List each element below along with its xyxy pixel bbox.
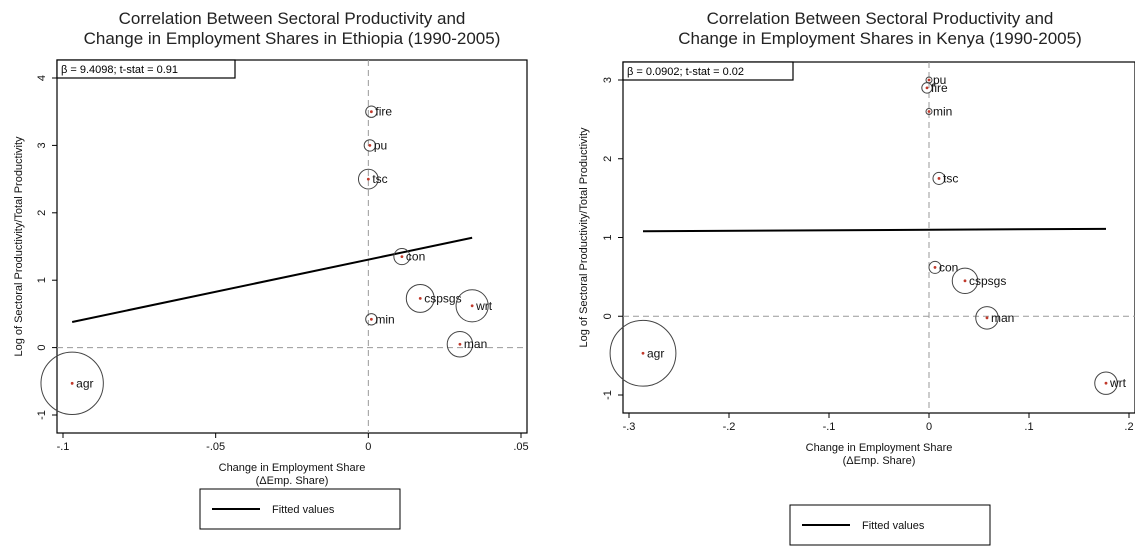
c1-weight-circle-cspsgs <box>405 283 435 313</box>
c2-legend-label: Fitted values <box>862 520 925 532</box>
scatter-chart-ethiopia: Correlation Between Sectoral Productivit… <box>13 9 529 530</box>
c2-weight-circle-agr <box>609 319 677 387</box>
c1-point-label-wrt: wrt <box>475 299 493 313</box>
c2-chart-title-line-1: Correlation Between Sectoral Productivit… <box>707 9 1054 28</box>
c1-point-label-man: man <box>464 337 487 351</box>
c2-x-tick-label: .2 <box>1124 421 1133 433</box>
chart-panel-ethiopia: Correlation Between Sectoral Productivit… <box>0 0 565 548</box>
c2-x-tick-label: -.2 <box>723 421 736 433</box>
c2-chart-title-line-2: Change in Employment Shares in Kenya (19… <box>678 29 1082 48</box>
c1-y-tick-label: 1 <box>36 277 48 283</box>
c2-fitted-line <box>642 227 1107 233</box>
c2-point-label-cspsgs: cspsgs <box>969 274 1006 288</box>
c2-annotation-box <box>622 61 794 81</box>
c1-y-tick-label: 0 <box>36 345 48 351</box>
c2-point-label-pu: pu <box>933 73 946 87</box>
c1-x-tick-label: 0 <box>365 441 371 453</box>
c2-x-tick-label: 0 <box>926 421 932 433</box>
c2-y-axis-title: Log of Sectoral Productivity/Total Produ… <box>578 127 590 348</box>
c2-weight-circle-wrt <box>1094 371 1118 395</box>
c1-annotation-text: β = 9.4098; t-stat = 0.91 <box>61 64 178 76</box>
c2-annotation-text: β = 0.0902; t-stat = 0.02 <box>627 66 744 78</box>
c1-point-label-con: con <box>406 250 425 264</box>
c1-x-tick-label: -.05 <box>206 441 225 453</box>
c1-x-tick-label: -.1 <box>57 441 70 453</box>
c1-point-label-tsc: tsc <box>372 172 387 186</box>
c1-legend-label: Fitted values <box>272 504 335 516</box>
c2-x-tick-label: -.3 <box>623 421 636 433</box>
c2-x-axis-title-line-1: Change in Employment Share <box>806 442 953 454</box>
c1-chart-title-line-2: Change in Employment Shares in Ethiopia … <box>84 29 501 48</box>
c2-weight-circle-min <box>925 107 933 116</box>
c2-point-pu <box>927 78 931 82</box>
c1-point-tsc <box>366 177 370 181</box>
c2-y-tick-label: 2 <box>602 156 614 162</box>
c2-point-label-tsc: tsc <box>943 171 958 185</box>
c1-fitted-line <box>71 236 473 323</box>
c2-y-tick-label: 1 <box>602 234 614 240</box>
c1-point-min <box>369 317 373 321</box>
c2-x-axis-title-line-2: (ΔEmp. Share) <box>843 455 916 467</box>
c2-point-label-con: con <box>939 260 958 274</box>
c1-plot-frame <box>56 59 528 434</box>
c2-point-wrt <box>1104 381 1108 385</box>
c1-y-tick-label: -1 <box>36 410 48 420</box>
c1-point-label-min: min <box>375 312 394 326</box>
c1-y-tick-label: 2 <box>36 210 48 216</box>
c1-point-label-pu: pu <box>374 138 387 152</box>
c1-y-tick-label: 4 <box>36 75 48 81</box>
scatter-chart-kenya: Correlation Between Sectoral Productivit… <box>578 9 1135 546</box>
c1-weight-circle-agr <box>40 351 104 415</box>
c1-x-axis-title-line-1: Change in Employment Share <box>219 462 366 474</box>
c1-point-man <box>458 342 462 346</box>
c2-point-man <box>985 316 989 320</box>
c1-point-pu <box>368 144 372 147</box>
c2-point-agr <box>641 351 645 355</box>
c2-point-label-min: min <box>933 105 952 119</box>
c1-y-tick-label: 3 <box>36 142 48 148</box>
c1-point-cspsgs <box>418 296 422 300</box>
c2-weight-circle-cspsgs <box>951 267 979 295</box>
c1-point-wrt <box>470 304 474 308</box>
c1-weight-circle-wrt <box>455 289 489 323</box>
c2-x-tick-label: -.1 <box>823 421 836 433</box>
c1-weight-circle-tsc <box>357 168 379 190</box>
c2-x-tick-label: .1 <box>1024 421 1033 433</box>
c2-weight-circle-tsc <box>932 171 946 185</box>
c2-weight-circle-man <box>975 306 999 330</box>
c1-weight-circle-fire <box>365 105 378 118</box>
c1-x-axis-title-line-2: (ΔEmp. Share) <box>256 475 329 487</box>
c2-point-fire <box>925 86 929 90</box>
c2-y-tick-label: 3 <box>602 77 614 83</box>
c2-point-label-fire: fire <box>931 81 948 95</box>
c1-chart-title-line-1: Correlation Between Sectoral Productivit… <box>119 9 466 28</box>
c2-point-label-agr: agr <box>647 346 664 360</box>
c1-x-tick-label: .05 <box>513 441 528 453</box>
c2-point-label-man: man <box>991 311 1014 325</box>
c1-annotation-box <box>56 59 236 79</box>
c1-point-label-fire: fire <box>375 105 392 119</box>
c1-weight-circle-con <box>393 248 411 266</box>
c2-weight-circle-fire <box>921 82 933 94</box>
c2-point-con <box>933 266 937 269</box>
c2-point-cspsgs <box>963 279 967 283</box>
c2-point-min <box>927 110 931 113</box>
c2-weight-circle-con <box>928 260 942 274</box>
c1-point-label-agr: agr <box>76 376 93 390</box>
c1-weight-circle-min <box>365 313 378 326</box>
c1-point-fire <box>369 110 373 114</box>
c1-point-label-cspsgs: cspsgs <box>424 291 461 305</box>
chart-panel-kenya: Correlation Between Sectoral Productivit… <box>568 0 1135 548</box>
c1-weight-circle-pu <box>363 139 377 152</box>
c1-y-axis-title: Log of Sectoral Productivity/Total Produ… <box>13 136 25 357</box>
c2-point-tsc <box>937 177 941 180</box>
c2-y-tick-label: 0 <box>602 313 614 319</box>
c1-weight-circle-man <box>446 331 474 358</box>
c2-y-tick-label: -1 <box>602 390 614 400</box>
c1-point-con <box>400 255 404 259</box>
c1-point-agr <box>70 381 74 385</box>
c2-point-label-wrt: wrt <box>1109 376 1127 390</box>
c2-plot-frame <box>622 61 1135 414</box>
